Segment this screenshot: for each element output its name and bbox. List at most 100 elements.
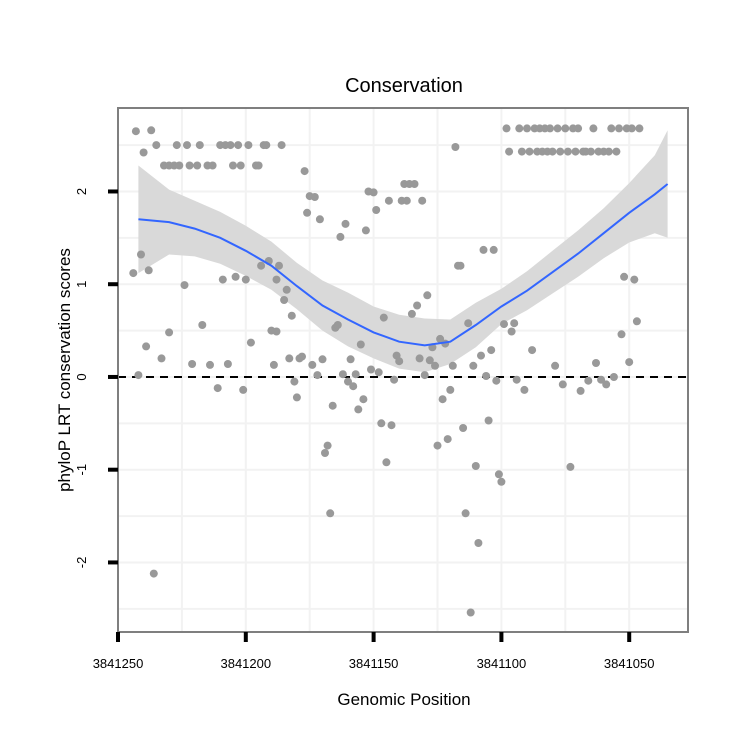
data-point xyxy=(436,334,445,343)
data-point xyxy=(323,441,332,450)
data-point xyxy=(254,161,263,170)
data-point xyxy=(183,141,191,150)
data-point xyxy=(354,405,363,414)
data-point xyxy=(505,147,514,156)
data-point xyxy=(510,319,519,328)
x-axis: 3841250 3841200 3841150 3841100 3841050 xyxy=(93,632,655,671)
data-point xyxy=(328,401,337,410)
data-point xyxy=(134,371,143,380)
data-point xyxy=(387,421,396,430)
data-point xyxy=(489,245,498,254)
data-point xyxy=(517,147,526,156)
confidence-ribbon xyxy=(138,130,668,373)
data-point xyxy=(407,309,416,318)
data-point xyxy=(180,281,189,290)
data-point xyxy=(492,376,501,385)
data-point xyxy=(361,226,370,235)
data-point xyxy=(321,449,329,457)
data-point xyxy=(507,327,516,336)
data-point xyxy=(561,124,570,133)
data-point xyxy=(234,141,243,150)
data-point xyxy=(349,382,358,391)
data-point xyxy=(175,161,184,170)
data-point xyxy=(377,419,386,428)
x-tick-label: 3841150 xyxy=(349,656,399,671)
data-point xyxy=(382,458,391,467)
data-point xyxy=(359,395,368,404)
data-point xyxy=(149,569,158,578)
data-point xyxy=(275,261,283,270)
data-point xyxy=(338,370,347,379)
data-point xyxy=(395,357,404,366)
data-point xyxy=(172,141,181,150)
data-point xyxy=(231,272,240,281)
data-point xyxy=(213,384,222,393)
data-point xyxy=(379,313,388,322)
y-tick-label: 1 xyxy=(74,281,89,288)
data-point xyxy=(369,188,378,197)
data-point xyxy=(446,385,455,394)
data-point xyxy=(257,261,266,270)
data-point xyxy=(617,330,626,339)
data-point xyxy=(246,338,255,347)
data-point xyxy=(627,124,636,133)
data-point xyxy=(290,377,299,386)
data-point xyxy=(341,219,350,228)
data-point xyxy=(479,245,488,254)
data-point xyxy=(285,354,294,363)
data-point xyxy=(520,385,529,394)
data-point xyxy=(262,141,271,150)
data-point xyxy=(482,372,491,380)
data-point xyxy=(459,424,468,432)
data-point xyxy=(300,167,309,176)
data-point xyxy=(456,261,465,270)
data-point xyxy=(604,147,613,156)
data-point xyxy=(477,351,485,360)
data-point xyxy=(625,358,634,367)
data-points xyxy=(129,124,644,617)
data-point xyxy=(615,124,623,133)
data-point xyxy=(372,206,381,214)
data-point xyxy=(528,346,537,355)
data-point xyxy=(420,371,429,380)
data-point xyxy=(494,470,503,479)
x-tick-label: 3841050 xyxy=(604,656,655,671)
data-point xyxy=(620,272,629,281)
data-point xyxy=(137,250,145,259)
data-point xyxy=(474,539,483,547)
data-point xyxy=(612,147,621,156)
data-point xyxy=(451,143,460,151)
data-point xyxy=(318,355,327,364)
data-point xyxy=(315,215,324,224)
data-point xyxy=(500,320,508,329)
data-point xyxy=(344,377,352,386)
data-point xyxy=(523,124,531,133)
data-point xyxy=(131,127,140,136)
data-point xyxy=(484,416,493,425)
data-point xyxy=(469,361,478,370)
data-point xyxy=(512,375,521,384)
data-point xyxy=(464,319,473,328)
data-point xyxy=(269,360,278,369)
data-point xyxy=(515,124,524,133)
data-point xyxy=(602,380,611,389)
data-point xyxy=(487,346,496,355)
data-point xyxy=(313,371,322,380)
data-point xyxy=(558,380,567,389)
data-point xyxy=(208,161,217,170)
data-point xyxy=(144,266,153,275)
data-point xyxy=(413,301,422,310)
y-tick-label: -2 xyxy=(74,557,89,569)
data-point xyxy=(571,147,580,156)
data-point xyxy=(553,124,562,133)
grid xyxy=(117,108,688,632)
data-point xyxy=(195,141,204,150)
data-point xyxy=(272,275,281,284)
data-point xyxy=(402,196,411,205)
data-point xyxy=(433,441,442,450)
data-point xyxy=(497,477,506,486)
data-point xyxy=(415,354,424,363)
data-point xyxy=(586,147,595,156)
data-point xyxy=(241,275,250,284)
